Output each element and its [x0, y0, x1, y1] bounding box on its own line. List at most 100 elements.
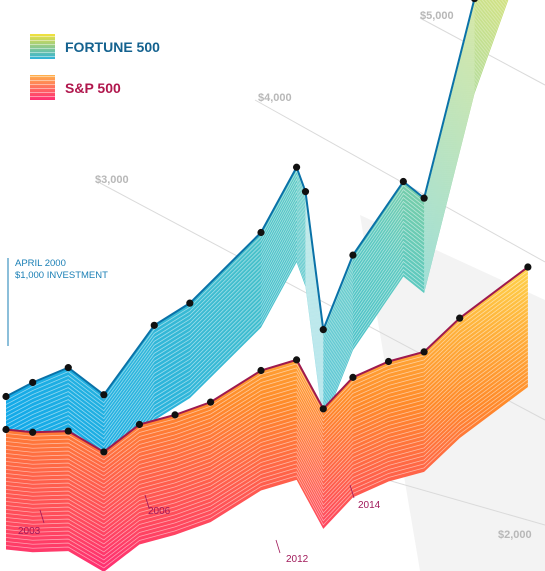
- data-point: [2, 392, 10, 401]
- band-stripe: [5, 0, 485, 425]
- band-stripe: [5, 342, 529, 529]
- data-point: [471, 0, 478, 3]
- legend-swatch-sp-stripes: [30, 75, 55, 100]
- y-tick-label: $4,000: [258, 92, 292, 104]
- start-annotation: APRIL 2000 $1,000 INVESTMENT: [7, 258, 108, 346]
- band-stripe: [5, 374, 529, 561]
- data-point: [100, 391, 108, 399]
- data-point: [292, 356, 301, 364]
- year-label: 2012: [286, 554, 309, 565]
- year-labels: 2003 2006 2012 2014: [18, 484, 381, 565]
- fortune-500-series: [2, 0, 509, 492]
- data-point: [207, 398, 215, 406]
- band-stripe: [5, 0, 481, 413]
- band-stripe: [5, 0, 482, 417]
- band-stripe: [5, 0, 495, 453]
- band-stripe: [5, 370, 529, 557]
- band-stripe: [5, 0, 494, 449]
- band-stripe: [5, 378, 529, 565]
- year-label: 2003: [18, 526, 41, 537]
- year-leader: [349, 484, 355, 499]
- band-stripe: [5, 274, 529, 461]
- band-stripe: [5, 310, 529, 497]
- year-leader: [39, 509, 45, 524]
- data-point: [150, 321, 158, 329]
- data-point: [456, 314, 464, 322]
- band-stripe: [5, 0, 484, 421]
- data-point: [420, 194, 428, 202]
- band-stripe: [5, 362, 529, 549]
- year-label: 2014: [358, 500, 381, 511]
- data-point: [257, 228, 265, 237]
- band-stripe: [5, 0, 492, 445]
- data-point: [301, 188, 310, 196]
- data-point: [29, 428, 37, 436]
- legend-item-fortune: FORTUNE 500: [30, 34, 160, 59]
- year-label: 2006: [148, 506, 171, 517]
- band-stripe: [5, 318, 529, 505]
- band-stripe: [5, 0, 491, 441]
- data-point: [186, 299, 194, 307]
- year-leader: [275, 539, 281, 554]
- data-point: [292, 163, 301, 171]
- band-stripe: [5, 0, 489, 437]
- band-stripe: [5, 278, 529, 465]
- data-point: [29, 378, 37, 387]
- y-axis-ticks: $2,000 $3,000 $4,000 $5,000: [95, 10, 532, 541]
- band-stripe: [5, 358, 529, 545]
- legend-item-sp: S&P 500: [30, 75, 121, 100]
- data-point: [100, 448, 108, 456]
- band-stripe: [5, 286, 529, 473]
- band-stripe: [5, 0, 486, 429]
- sp-500-series: [2, 263, 532, 571]
- data-point: [349, 373, 357, 381]
- data-point: [399, 177, 407, 186]
- band-stripe: [5, 350, 529, 537]
- legend-label-sp: S&P 500: [65, 80, 121, 96]
- data-point: [319, 326, 327, 334]
- data-point: [524, 263, 532, 271]
- band-stripe: [5, 0, 488, 433]
- band-stripe: [5, 330, 529, 517]
- band-stripe: [5, 282, 529, 469]
- band-stripe: [5, 322, 529, 509]
- y-tick-label: $2,000: [498, 529, 532, 541]
- data-point: [135, 420, 144, 429]
- legend: FORTUNE 500 S&P 500: [30, 34, 160, 100]
- data-point: [420, 348, 428, 356]
- data-point: [349, 251, 357, 259]
- band-stripe: [5, 0, 479, 409]
- data-point: [319, 405, 327, 413]
- band-stripe: [5, 382, 529, 569]
- band-stripe: [5, 290, 529, 477]
- y-tick-label: $3,000: [95, 174, 129, 186]
- band-stripe: [5, 314, 529, 501]
- data-point: [64, 427, 72, 435]
- band-stripe: [5, 346, 529, 533]
- band-stripe: [5, 338, 529, 525]
- annotation-line-1: APRIL 2000: [15, 258, 66, 269]
- band-stripe: [5, 270, 529, 457]
- band-stripe: [5, 366, 529, 553]
- band-stripe: [5, 354, 529, 541]
- data-point: [2, 425, 10, 434]
- data-point: [384, 357, 393, 366]
- legend-label-fortune: FORTUNE 500: [65, 39, 160, 55]
- band-stripe: [5, 334, 529, 521]
- data-point: [257, 366, 265, 375]
- y-tick-label: $5,000: [420, 10, 454, 22]
- band-stripe: [5, 306, 529, 493]
- band-stripe: [5, 294, 529, 481]
- band-stripe: [5, 0, 497, 457]
- band-stripe: [5, 298, 529, 485]
- band-stripe: [5, 302, 529, 489]
- data-point: [171, 411, 179, 419]
- band-stripe: [5, 0, 476, 401]
- year-leader: [144, 494, 150, 509]
- legend-swatch-fortune-stripes: [30, 34, 55, 59]
- band-stripe: [5, 326, 529, 513]
- annotation-line-2: $1,000 INVESTMENT: [15, 270, 108, 281]
- data-point: [64, 364, 72, 372]
- band-stripe: [5, 0, 478, 405]
